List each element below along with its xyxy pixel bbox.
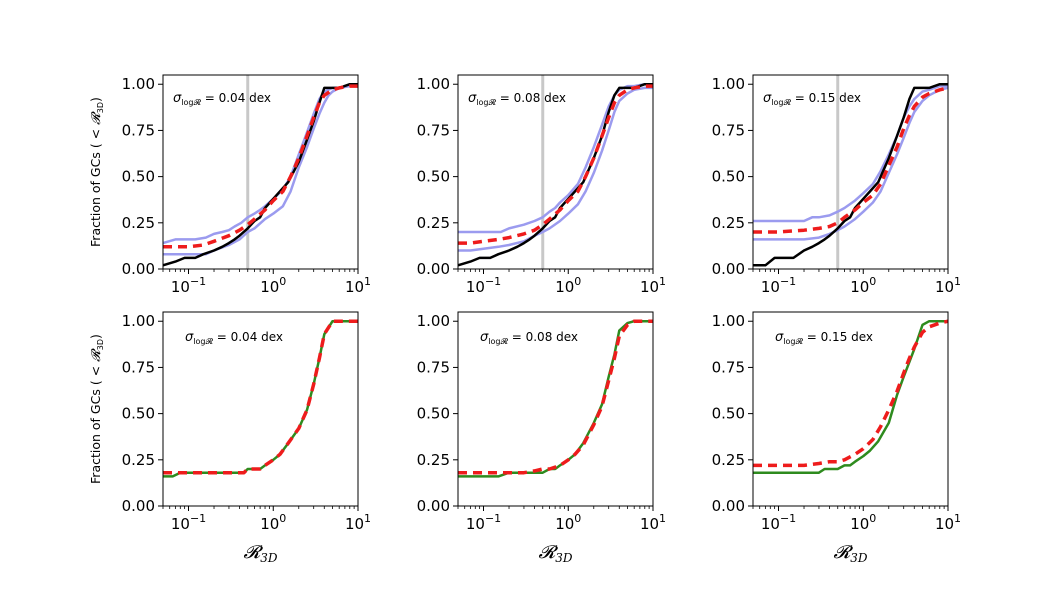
series-median bbox=[458, 319, 653, 475]
xtick-label: 10−1 bbox=[171, 275, 206, 296]
ytick-label: 0.25 bbox=[122, 451, 155, 469]
panel-1-0: 0.00 0.25 0.50 0.75 1.00 10−1 100 101 σlog𝓡 = 0.… bbox=[88, 311, 371, 565]
ytick-label: 0.25 bbox=[712, 451, 745, 469]
sigma-annotation: σlog𝓡 = 0.04 dex bbox=[185, 330, 283, 346]
ytick-label: 0.50 bbox=[712, 405, 745, 423]
xtick-label: 100 bbox=[850, 275, 876, 296]
ytick-label: 0.75 bbox=[122, 121, 155, 139]
xtick-label: 100 bbox=[260, 275, 286, 296]
xtick-label: 101 bbox=[640, 512, 666, 533]
panel-0-1: 0.00 0.25 0.50 0.75 1.00 10−1 100 101 σlog𝓡 = 0.… bbox=[417, 74, 666, 296]
series-band-upper bbox=[753, 84, 948, 223]
ytick-label: 0.75 bbox=[417, 358, 450, 376]
xtick-label: 100 bbox=[555, 512, 581, 533]
ytick-label: 0.00 bbox=[417, 260, 450, 278]
ytick-label: 0.50 bbox=[417, 405, 450, 423]
series-median bbox=[753, 86, 948, 234]
ytick-label: 1.00 bbox=[122, 312, 155, 330]
xtick-label: 101 bbox=[640, 275, 666, 296]
sigma-annotation: σlog𝓡 = 0.08 dex bbox=[468, 91, 566, 107]
xtick-label: 100 bbox=[555, 275, 581, 296]
y-axis-label: Fraction of GCs ( < 𝓡3D) bbox=[88, 334, 105, 484]
x-axis-label: 𝓡3D bbox=[243, 542, 277, 565]
panel-0-0: 0.00 0.25 0.50 0.75 1.00 10−1 100 101 σlog𝓡 = 0.… bbox=[88, 74, 371, 296]
y-axis-label: Fraction of GCs ( < 𝓡3D) bbox=[88, 97, 105, 247]
sigma-annotation: σlog𝓡 = 0.04 dex bbox=[173, 91, 271, 107]
series-band-lower bbox=[753, 86, 948, 241]
ytick-label: 0.00 bbox=[417, 497, 450, 515]
x-axis-label: 𝓡3D bbox=[538, 542, 572, 565]
ytick-label: 0.50 bbox=[122, 168, 155, 186]
ytick-label: 1.00 bbox=[417, 312, 450, 330]
series-model bbox=[458, 319, 653, 478]
xtick-label: 10−1 bbox=[466, 512, 501, 533]
ytick-label: 1.00 bbox=[122, 75, 155, 93]
ytick-label: 0.25 bbox=[712, 214, 745, 232]
panel-1-2: 0.00 0.25 0.50 0.75 1.00 10−1 100 101 σlog𝓡 = 0.… bbox=[712, 311, 961, 565]
series-observed bbox=[163, 82, 358, 267]
ytick-label: 0.75 bbox=[417, 121, 450, 139]
sigma-annotation: σlog𝓡 = 0.08 dex bbox=[480, 330, 578, 346]
xtick-label: 10−1 bbox=[761, 512, 796, 533]
ytick-label: 0.00 bbox=[712, 260, 745, 278]
series-median bbox=[163, 319, 358, 475]
xtick-label: 100 bbox=[850, 512, 876, 533]
xtick-label: 10−1 bbox=[171, 512, 206, 533]
xtick-label: 10−1 bbox=[466, 275, 501, 296]
panel-0-2: 0.00 0.25 0.50 0.75 1.00 10−1 100 101 σlog𝓡 = 0.… bbox=[712, 74, 961, 296]
ytick-label: 0.50 bbox=[712, 168, 745, 186]
ytick-label: 0.50 bbox=[122, 405, 155, 423]
ytick-label: 0.00 bbox=[122, 497, 155, 515]
xtick-label: 10−1 bbox=[761, 275, 796, 296]
ytick-label: 0.50 bbox=[417, 168, 450, 186]
xtick-label: 101 bbox=[345, 275, 371, 296]
panel-1-1: 0.00 0.25 0.50 0.75 1.00 10−1 100 101 σlog𝓡 = 0.… bbox=[417, 311, 666, 565]
ytick-label: 0.25 bbox=[417, 214, 450, 232]
series-median bbox=[753, 319, 948, 468]
sigma-annotation: σlog𝓡 = 0.15 dex bbox=[775, 330, 873, 346]
sigma-annotation: σlog𝓡 = 0.15 dex bbox=[763, 91, 861, 107]
series-model bbox=[753, 319, 948, 474]
series-observed bbox=[458, 82, 653, 267]
ytick-label: 0.75 bbox=[712, 358, 745, 376]
ytick-label: 0.75 bbox=[122, 358, 155, 376]
series-band-lower bbox=[163, 84, 358, 256]
xtick-label: 101 bbox=[935, 512, 961, 533]
ytick-label: 0.25 bbox=[122, 214, 155, 232]
ytick-label: 0.00 bbox=[122, 260, 155, 278]
series-band-lower bbox=[458, 86, 653, 252]
xtick-label: 100 bbox=[260, 512, 286, 533]
series-median bbox=[163, 84, 358, 249]
series-median bbox=[458, 84, 653, 245]
ytick-label: 1.00 bbox=[417, 75, 450, 93]
xtick-label: 101 bbox=[935, 275, 961, 296]
ytick-label: 1.00 bbox=[712, 75, 745, 93]
series-band-upper bbox=[163, 84, 358, 245]
xtick-label: 101 bbox=[345, 512, 371, 533]
ytick-label: 0.00 bbox=[712, 497, 745, 515]
ytick-label: 1.00 bbox=[712, 312, 745, 330]
ytick-label: 0.75 bbox=[712, 121, 745, 139]
x-axis-label: 𝓡3D bbox=[833, 542, 867, 565]
ytick-label: 0.25 bbox=[417, 451, 450, 469]
series-observed bbox=[753, 82, 948, 267]
